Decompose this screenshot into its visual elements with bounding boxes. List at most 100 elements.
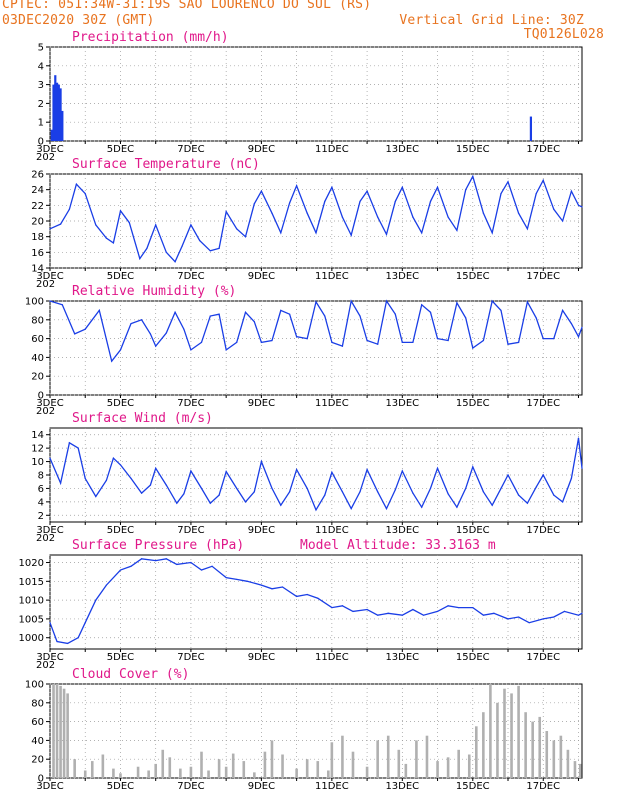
data-point xyxy=(542,474,544,476)
data-point xyxy=(570,477,573,479)
data-point xyxy=(570,190,573,192)
data-point xyxy=(155,467,157,469)
data-point xyxy=(146,247,148,250)
data-point xyxy=(412,492,414,494)
x-tick-label: 5DEC xyxy=(107,144,134,155)
data-point xyxy=(296,469,298,471)
data-point xyxy=(74,333,76,335)
data-point xyxy=(296,185,298,187)
data-point xyxy=(341,216,344,218)
x-tick-label: 15DEC xyxy=(456,398,490,409)
data-point xyxy=(200,341,203,343)
plot-frame xyxy=(49,46,583,142)
data-bar xyxy=(242,761,246,778)
panel-1: 14 16 18 20 22 24 26 3DEC 5DEC 7DEC 9DEC 11DEC 13DEC… xyxy=(31,157,583,290)
y-tick-label: 26 xyxy=(31,170,44,181)
data-point xyxy=(155,345,157,347)
data-bar xyxy=(54,75,57,141)
data-point xyxy=(165,251,167,253)
data-point xyxy=(141,558,143,560)
data-bar xyxy=(55,684,59,778)
x-tick-label: 13DEC xyxy=(385,652,419,663)
data-point xyxy=(507,181,509,183)
data-point xyxy=(465,189,467,191)
data-point xyxy=(306,593,308,596)
data-bar xyxy=(52,684,55,778)
data-point xyxy=(174,261,176,263)
data-point xyxy=(472,466,474,468)
data-point xyxy=(253,321,255,323)
data-bar xyxy=(482,712,485,778)
data-point xyxy=(260,190,262,192)
data-point xyxy=(49,228,51,230)
panel-4: 1000 1005 1010 1015 1020 3DEC 5DEC 7DEC 9DEC 11DE… xyxy=(19,538,583,671)
y-tick-label: 0 xyxy=(38,137,44,148)
x-tick-label: 11DEC xyxy=(315,144,349,155)
data-point xyxy=(211,565,213,567)
data-point xyxy=(359,491,361,493)
data-point xyxy=(95,599,97,601)
data-point xyxy=(209,502,211,504)
data-point xyxy=(141,492,143,494)
x-tick-label: 15DEC xyxy=(456,781,490,792)
data-bar xyxy=(341,735,344,778)
data-point xyxy=(56,640,58,643)
data-point xyxy=(500,192,502,195)
data-point xyxy=(581,612,583,614)
data-point xyxy=(253,203,255,205)
data-bar xyxy=(101,754,105,778)
y-tick-label: 22 xyxy=(31,201,44,212)
data-point xyxy=(526,228,528,230)
header-grid-info: Vertical Grid Line: 30Z xyxy=(399,13,584,28)
data-point xyxy=(84,328,86,330)
data-point xyxy=(456,506,458,508)
data-point xyxy=(422,614,425,616)
x-tick-label: 9DEC xyxy=(248,398,275,409)
data-point xyxy=(535,486,537,488)
x-tick-label: 3DEC xyxy=(36,398,63,409)
x-tick-label: 15DEC xyxy=(456,271,490,282)
data-bar xyxy=(179,768,182,778)
data-point xyxy=(271,339,273,342)
data-point xyxy=(366,469,368,471)
panel-title: Cloud Cover (%) xyxy=(72,667,189,682)
data-bar xyxy=(538,716,542,778)
data-bar xyxy=(61,110,64,141)
data-point xyxy=(385,300,388,302)
data-point xyxy=(581,467,583,469)
data-bar xyxy=(253,772,256,778)
data-bar xyxy=(578,763,582,778)
y-tick-label: 40 xyxy=(31,736,44,747)
data-point xyxy=(244,501,247,503)
data-bar xyxy=(489,684,492,778)
data-point xyxy=(181,245,183,247)
data-point xyxy=(200,487,203,490)
data-point xyxy=(429,487,432,490)
data-point xyxy=(296,336,298,338)
y-tick-label: 5 xyxy=(38,43,44,54)
x-tick-label: 7DEC xyxy=(177,144,204,155)
data-point xyxy=(149,333,152,335)
data-bar xyxy=(496,702,499,778)
data-point xyxy=(359,315,361,317)
data-point xyxy=(472,607,474,609)
data-bar xyxy=(59,88,62,141)
y-tick-label: 20 xyxy=(31,372,44,383)
data-point xyxy=(491,300,493,302)
x-tick-label: 13DEC xyxy=(385,271,419,282)
data-bar xyxy=(55,82,59,141)
data-point xyxy=(377,614,379,616)
data-point xyxy=(141,319,143,321)
data-point xyxy=(331,471,333,473)
data-point xyxy=(421,506,423,508)
data-bar xyxy=(330,742,334,778)
data-point xyxy=(236,341,238,343)
header-date: 03DEC2020 30Z (GMT) xyxy=(2,13,155,28)
data-point xyxy=(95,224,97,226)
data-bar xyxy=(168,757,172,778)
y-tick-label: 100 xyxy=(25,297,44,308)
data-point xyxy=(49,300,51,302)
y-tick-label: 6 xyxy=(38,484,44,495)
data-point xyxy=(436,186,439,188)
data-point xyxy=(149,484,152,486)
